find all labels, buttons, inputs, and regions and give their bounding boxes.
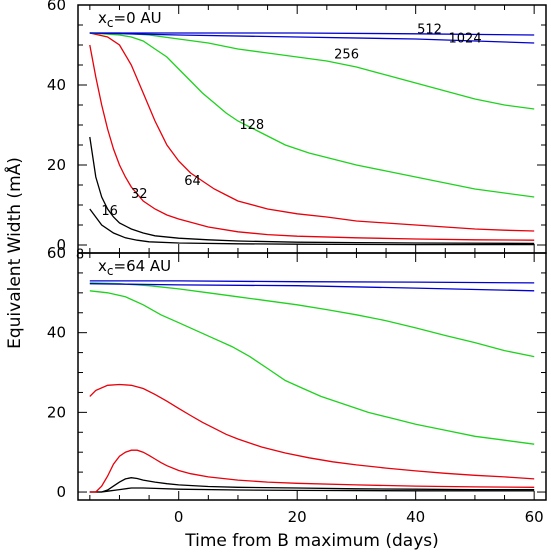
series-line-128	[89, 32, 535, 198]
x-tick-label: 0	[174, 508, 184, 526]
x-tick-label: 40	[406, 508, 425, 526]
series-label-16: 16	[101, 204, 118, 219]
panel-bottom: 0 20 40 60 0 20 40 60 xc=64 AU	[47, 244, 547, 526]
panel-bottom-frame	[77, 252, 547, 501]
panel-bottom-label-main: x	[98, 257, 107, 275]
series-line-512	[89, 32, 535, 44]
series-line-p1-6	[89, 283, 535, 292]
x-tick-label: 20	[288, 508, 307, 526]
panel-bottom-label-rest: =64 AU	[114, 257, 172, 275]
series-label-8: 8	[76, 248, 84, 263]
series-line-64	[89, 32, 535, 232]
series-line-1024	[89, 32, 535, 36]
y-tick-label: 20	[47, 403, 66, 421]
y-tick-label: 20	[47, 156, 66, 174]
y-tick-label: 40	[47, 324, 66, 342]
series-label-1024: 1024	[449, 31, 482, 46]
panel-top-label: xc=0 AU	[98, 9, 162, 30]
y-tick-label: 60	[47, 244, 66, 262]
series-line-p1-0	[89, 487, 535, 493]
panel-top-label-main: x	[98, 9, 107, 27]
series-line-p1-4	[89, 290, 535, 445]
y-tick-label: 0	[56, 483, 66, 501]
series-label-64: 64	[184, 174, 201, 189]
series-label-32: 32	[131, 187, 148, 202]
series-line-p1-1	[89, 477, 535, 493]
series-line-p1-3	[89, 383, 535, 480]
panel-bottom-label-sub: c	[107, 264, 114, 278]
series-line-p1-5	[89, 282, 535, 358]
series-line-p1-2	[89, 449, 535, 493]
panel-top-label-sub: c	[107, 16, 114, 30]
x-tick-label: 60	[525, 508, 544, 526]
y-axis-title: Equivalent Width (mÅ)	[3, 157, 25, 349]
series-line-8	[89, 208, 535, 246]
x-axis-title: Time from B maximum (days)	[184, 531, 439, 551]
series-line-16	[89, 136, 535, 245]
y-tick-label: 0	[56, 236, 66, 254]
panel-bottom-label: xc=64 AU	[98, 257, 171, 278]
y-tick-label: 40	[47, 76, 66, 94]
series-label-256: 256	[334, 48, 359, 63]
panel-top: 0 20 40 60 8 16 32 64 128 256 512 1024 xc=0 AU	[47, 0, 547, 263]
series-label-512: 512	[417, 22, 442, 37]
series-line-32	[89, 44, 535, 241]
series-line-256	[89, 32, 535, 110]
y-tick-label: 60	[47, 0, 66, 14]
panel-top-label-rest: =0 AU	[114, 9, 162, 27]
series-label-128: 128	[239, 118, 264, 133]
series-line-p1-7	[89, 280, 535, 284]
